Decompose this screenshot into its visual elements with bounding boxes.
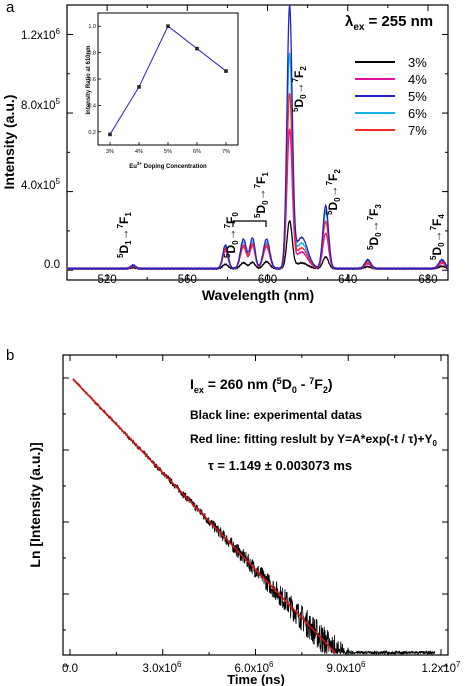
- inset-series: [108, 24, 228, 137]
- x-tick-b-0: 0.0: [62, 663, 78, 675]
- inset-x-tick: 7%: [222, 149, 230, 155]
- inset-y-tick: 0.4: [88, 103, 96, 109]
- legend-label: 5%: [408, 89, 427, 104]
- fitting-line: [72, 378, 337, 654]
- series-line-5pct: [66, 4, 449, 271]
- x-tick-a-0: 520: [98, 274, 117, 286]
- x-axis-label-b: Time (ns): [227, 672, 285, 686]
- x-tick-a-3: 640: [338, 274, 357, 286]
- inset-y-tick: 0.6: [88, 77, 96, 83]
- decay-curve-chart: 0.0 3.0x106 6.0x106 9.0x106 1.2x107 Time…: [27, 354, 462, 686]
- x-tick-a-2: 600: [258, 274, 277, 286]
- y-tick-a-2: 8.0x105: [21, 97, 61, 112]
- inset-point: [224, 69, 228, 73]
- red-line-note: Red line: fitting reslult by Y=A*exp(-t …: [190, 432, 438, 448]
- inset-point: [166, 24, 170, 28]
- x-tick-labels-a: 520 560 600 640 680: [98, 274, 438, 286]
- inset-frame: [97, 12, 239, 146]
- inset-y-tick: 1.0: [88, 24, 96, 30]
- inset-ticks: 3% 4% 5% 6% 7% 0.2 0.4 0.6 0.8 1.0: [88, 24, 230, 155]
- x-axis-label-a: Wavelength (nm): [202, 287, 314, 303]
- inset-point: [195, 46, 199, 51]
- decay-series: [72, 378, 436, 656]
- transition-label-d1f1: 5D1→7F1: [116, 212, 133, 258]
- legend-a: 3% 4% 5% 6% 7%: [355, 55, 427, 138]
- inset-point: [137, 85, 141, 89]
- excitation-annotation-b: Iex = 260 nm (5D0 - 7F2): [190, 376, 333, 395]
- inset-x-tick: 6%: [193, 149, 201, 155]
- transition-labels: 5D1→7F1 5D0→7F0 5D0→7F1 5D0→7F2 5D0→7F2 5D0→7…: [116, 66, 446, 260]
- transition-label-d0f3: 5D0→7F3: [366, 204, 383, 250]
- legend-label: 4%: [408, 72, 427, 87]
- x-tick-b-4: 1.2x107: [422, 660, 462, 675]
- axis-ticks-b: [63, 355, 448, 667]
- emission-spectrum-chart: 0.0 4.0x105 8.0x105 1.2x106 520 560 600 640…: [1, 4, 449, 303]
- inset-y-tick: 0.2: [88, 130, 96, 136]
- excitation-wavelength: λex = 255 nm: [345, 13, 433, 33]
- plot-frame-b: [62, 354, 449, 656]
- transition-label-d0f0: 5D0→7F0: [223, 212, 240, 258]
- x-tick-b-1: 3.0x106: [143, 660, 183, 675]
- x-tick-a-4: 680: [418, 274, 437, 286]
- legend-label: 6%: [408, 106, 427, 121]
- y-tick-a-1: 4.0x105: [21, 177, 61, 192]
- y-axis-label-b: Ln [Intensity (a.u.)]: [27, 442, 43, 567]
- inset-y-tick: 0.8: [88, 51, 96, 57]
- transition-label-d0f2a: 5D0→7F2: [291, 66, 308, 112]
- legend-label: 3%: [408, 55, 427, 70]
- bracket-d0f1: [232, 220, 267, 227]
- inset-x-tick: 3%: [106, 149, 114, 155]
- inset-chart: 3% 4% 5% 6% 7% 0.2 0.4 0.6 0.8 1.0 Eu3+ Doping Co…: [86, 12, 239, 170]
- y-tick-a-0: 0.0: [44, 259, 60, 271]
- inset-x-tick: 5%: [164, 149, 172, 155]
- inset-x-label: Eu3+ Doping Concentration: [129, 161, 207, 170]
- spectrum-series: [66, 4, 449, 271]
- transition-label-d0f4: 5D0→7F4: [429, 214, 446, 260]
- inset-x-tick: 4%: [135, 149, 143, 155]
- legend-label: 7%: [408, 123, 427, 138]
- panel-label-b: b: [6, 347, 14, 364]
- black-line-note: Black line: experimental datas: [190, 408, 362, 422]
- inset-y-label: Intensity Ratio at 610nm: [86, 45, 92, 114]
- y-tick-a-3: 1.2x106: [21, 27, 61, 42]
- axis-ticks-a: [66, 5, 448, 280]
- panel-label-a: a: [6, 0, 15, 16]
- x-tick-b-2: 6.0x106: [235, 660, 275, 675]
- x-tick-b-3: 9.0x106: [327, 660, 367, 675]
- x-tick-a-1: 560: [178, 274, 197, 286]
- y-axis-label-a: Intensity (a.u.): [1, 95, 17, 190]
- transition-label-d0f2b: 5D0→7F2: [325, 169, 342, 215]
- inset-point: [108, 132, 112, 137]
- tau-value: τ = 1.149 ± 0.003073 ms: [208, 458, 352, 473]
- transition-label-d0f1: 5D0→7F1: [253, 172, 270, 218]
